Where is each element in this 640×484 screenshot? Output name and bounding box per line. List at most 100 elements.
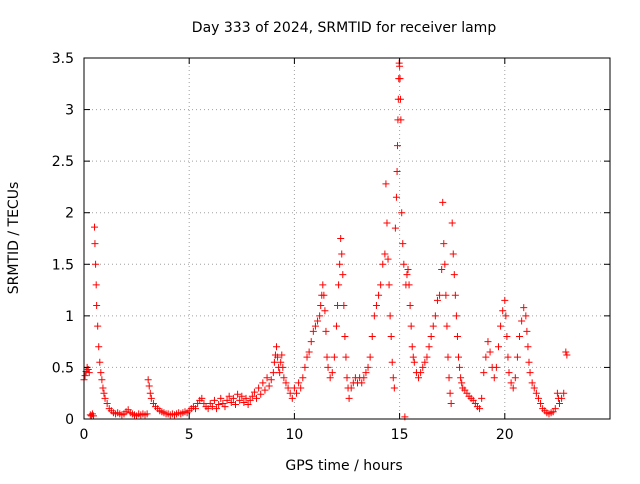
data-point-marker	[439, 198, 447, 206]
data-point-marker	[322, 327, 330, 335]
data-point-marker	[537, 400, 545, 408]
data-point-marker	[259, 379, 267, 387]
data-point-marker	[288, 394, 296, 402]
data-point-marker	[525, 358, 533, 366]
data-point-marker	[507, 379, 515, 387]
data-point-marker	[406, 302, 414, 310]
data-point-marker	[340, 302, 348, 310]
data-point-marker	[457, 374, 465, 382]
grid-lines	[84, 58, 610, 419]
data-point-marker	[476, 405, 484, 413]
data-point-marker	[523, 327, 531, 335]
data-point-marker	[450, 271, 458, 279]
data-point-marker	[309, 327, 317, 335]
data-point-marker	[509, 384, 517, 392]
data-point-marker	[362, 369, 370, 377]
data-point-marker	[490, 374, 498, 382]
chart-title: Day 333 of 2024, SRMTID for receiver lam…	[192, 20, 497, 36]
data-point-marker	[270, 358, 278, 366]
data-point-marker	[382, 180, 390, 188]
data-point-marker	[501, 296, 509, 304]
y-tick-label: 2.5	[52, 154, 74, 170]
data-point-marker	[253, 394, 261, 402]
data-point-marker	[314, 317, 322, 325]
data-point-marker	[92, 260, 100, 268]
data-point-marker	[484, 338, 492, 346]
data-point-marker	[438, 265, 446, 273]
data-point-marker	[419, 363, 427, 371]
data-point-marker	[480, 369, 488, 377]
data-point-marker	[101, 394, 109, 402]
data-point-marker	[532, 389, 540, 397]
data-point-marker	[208, 403, 216, 411]
data-point-marker	[89, 412, 97, 420]
data-point-marker	[238, 392, 246, 400]
data-point-marker	[443, 322, 451, 330]
data-point-marker	[269, 369, 277, 377]
data-point-marker	[381, 250, 389, 258]
x-axis-label: GPS time / hours	[285, 458, 402, 474]
data-point-marker	[284, 384, 292, 392]
data-point-marker	[387, 332, 395, 340]
data-point-marker	[246, 396, 254, 404]
data-point-marker	[396, 75, 404, 83]
data-point-marker	[236, 396, 244, 404]
data-point-marker	[449, 250, 457, 258]
data-point-marker	[431, 312, 439, 320]
data-point-marker	[98, 376, 106, 384]
data-point-marker	[397, 116, 405, 124]
data-point-marker	[328, 369, 336, 377]
data-point-marker	[516, 332, 524, 340]
data-point-marker	[364, 363, 372, 371]
data-point-marker	[410, 358, 418, 366]
data-point-marker	[492, 363, 500, 371]
data-point-marker	[386, 312, 394, 320]
data-point-marker	[518, 317, 526, 325]
data-point-marker	[392, 193, 400, 201]
data-point-marker	[277, 358, 285, 366]
data-point-marker	[295, 379, 303, 387]
data-point-marker	[558, 394, 566, 402]
data-point-marker	[261, 386, 269, 394]
data-point-marker	[345, 394, 353, 402]
data-point-marker	[317, 302, 325, 310]
x-tick-label: 15	[391, 427, 409, 443]
data-point-marker	[415, 374, 423, 382]
data-point-marker	[455, 353, 463, 361]
data-point-marker	[267, 376, 275, 384]
data-point-marker	[210, 396, 218, 404]
data-point-marker	[504, 353, 512, 361]
data-point-marker	[305, 348, 313, 356]
data-point-marker	[445, 374, 453, 382]
data-point-marker	[502, 312, 510, 320]
data-point-marker	[347, 384, 355, 392]
data-point-marker	[319, 281, 327, 289]
data-point-marker	[198, 394, 206, 402]
data-point-marker	[433, 296, 441, 304]
data-point-marker	[97, 369, 105, 377]
data-point-marker	[528, 379, 536, 387]
y-tick-label: 3.5	[52, 51, 74, 67]
y-axis-label: SRMTID / TECUs	[6, 182, 22, 295]
data-point-marker	[307, 338, 315, 346]
y-tick-label: 1.5	[52, 257, 74, 273]
data-point-marker	[524, 343, 532, 351]
data-point-marker	[341, 332, 349, 340]
data-point-marker	[91, 240, 99, 248]
data-point-marker	[442, 291, 450, 299]
data-point-marker	[99, 384, 107, 392]
data-point-marker	[417, 369, 425, 377]
data-point-marker	[94, 322, 102, 330]
data-point-marker	[408, 343, 416, 351]
data-point-marker	[409, 353, 417, 361]
data-point-marker	[513, 353, 521, 361]
data-point-marker	[299, 374, 307, 382]
data-point-marker	[339, 271, 347, 279]
data-point-marker	[399, 240, 407, 248]
data-point-marker	[282, 379, 290, 387]
data-point-marker	[100, 389, 108, 397]
data-point-marker	[234, 390, 242, 398]
data-point-marker	[520, 304, 528, 312]
data-point-marker	[332, 322, 340, 330]
